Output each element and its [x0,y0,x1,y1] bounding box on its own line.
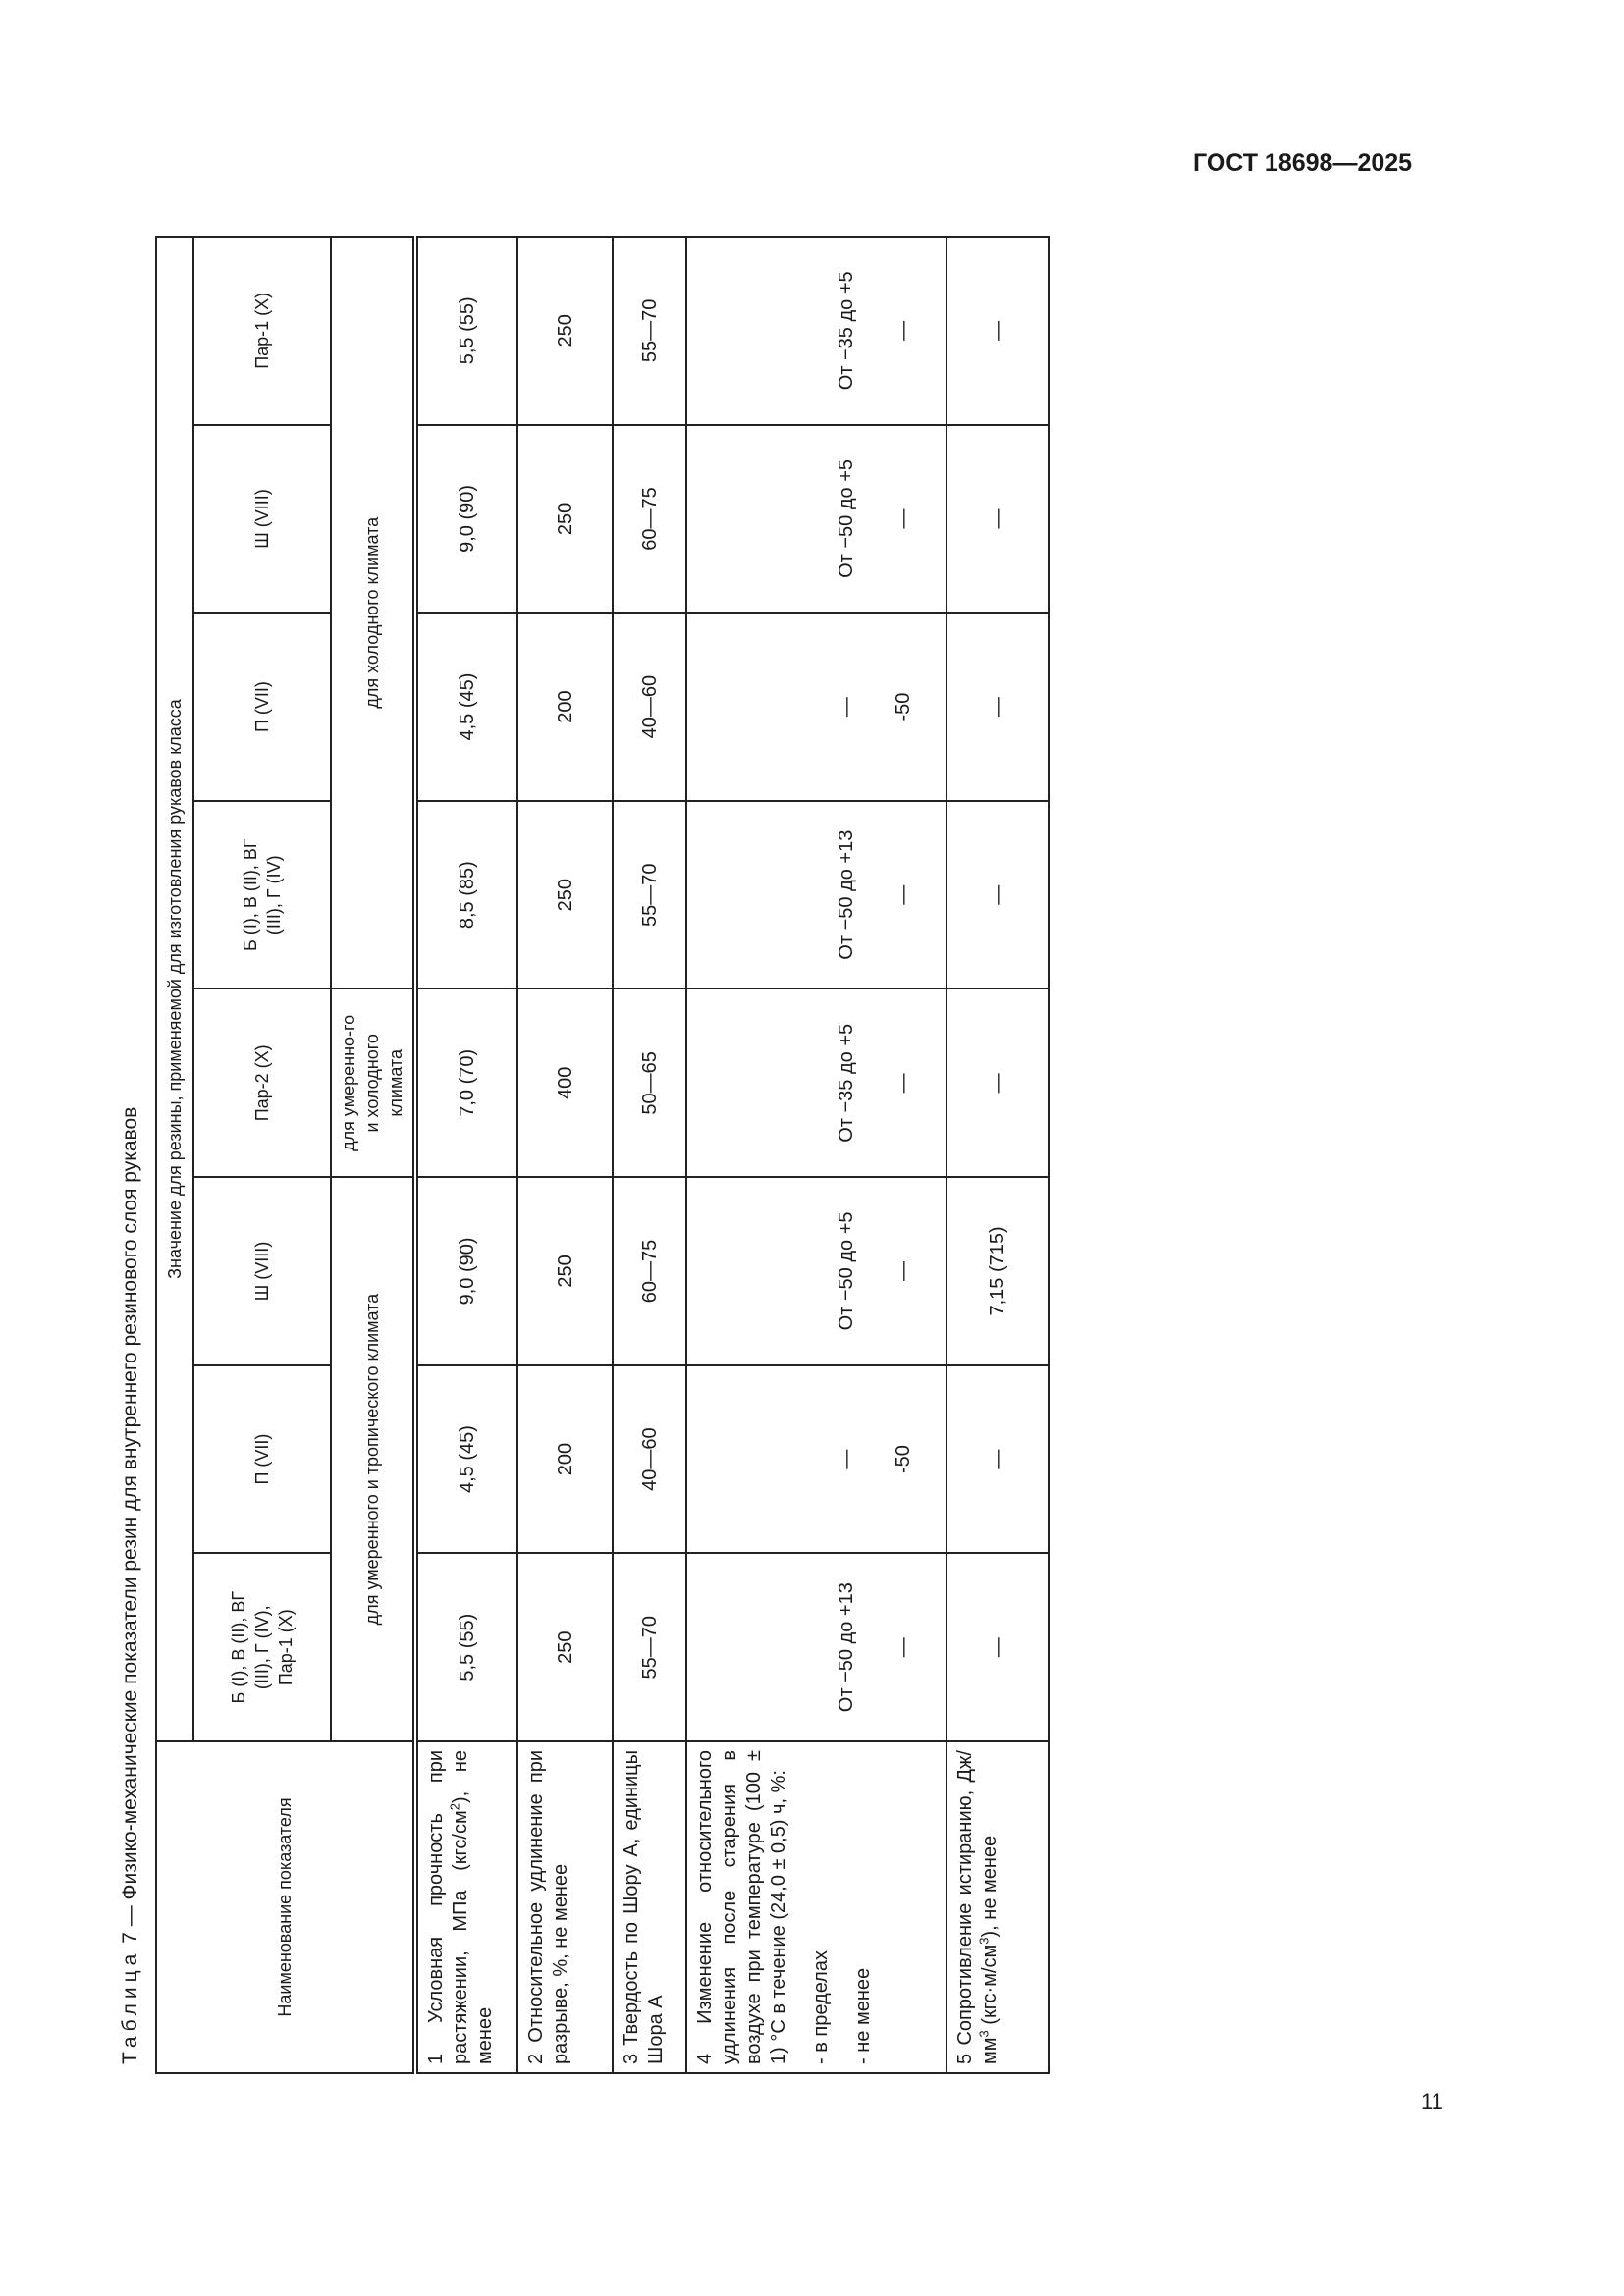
value-cell: 4,5 (45) [415,1364,517,1554]
class-header: Ш (VIII) [193,424,331,614]
value-cell: От −50 до +13 — [686,800,947,989]
value-range: От −35 до +5 [836,271,857,391]
class-header: Пар-2 (X) [193,988,331,1178]
properties-table: Наименование показателя Значение для рез… [155,236,1050,2074]
class-header: Б (I), В (II), ВГ (III), Г (IV) [193,800,331,989]
row-name: 3 Твердость по Шору А, единицы Шора А [613,1741,686,2073]
value-cell: 55—70 [613,237,686,425]
value-min: — [893,320,914,341]
class-header: П (VII) [193,613,331,801]
table-caption: Таблица 7 — Физико-механические показате… [106,236,155,2074]
climate-temperate-cold: для умеренно-го и холодного климата [331,988,415,1178]
value-cell: 9,0 (90) [415,424,517,614]
value-cell: 5,5 (55) [415,237,517,425]
value-cell: 7,0 (70) [415,988,517,1178]
value-min: — [893,1073,914,1094]
value-cell: От −35 до +5 — [686,988,947,1178]
value-cell: — -50 [686,1364,947,1554]
value-cell: 250 [517,1553,613,1741]
value-cell: — [947,988,1049,1178]
row-name: 5 Сопротивление истиранию, Дж/мм3 (кгс·м… [947,1741,1049,2073]
climate-cold: для холодного климата [331,237,415,989]
value-cell: 250 [517,800,613,989]
climate-temperate-tropical: для умеренного и тропического климата [331,1177,415,1741]
value-range: От −50 до +13 [836,829,857,960]
value-cell: 5,5 (55) [415,1553,517,1741]
value-min: -50 [893,1445,914,1474]
value-cell: 250 [517,1177,613,1365]
value-range: — [836,1449,857,1469]
value-min: -50 [893,692,914,721]
value-cell: 55—70 [613,1553,686,1741]
value-cell: 8,5 (85) [415,800,517,989]
value-cell: 50—65 [613,988,686,1178]
class-header: Пар-1 (X) [193,237,331,425]
value-range: От −50 до +5 [836,458,857,578]
row-name-main: 4 Изменение относительного удлинения пос… [694,1750,789,2064]
rotated-table-block: Таблица 7 — Физико-механические показате… [106,236,1050,2074]
value-min: — [893,1637,914,1658]
name-header: Наименование показателя [156,1741,415,2073]
value-cell: 400 [517,988,613,1178]
value-range: — [836,697,857,718]
value-cell: От −50 до +13 — [686,1553,947,1741]
row-name: 4 Изменение относительного удлинения пос… [686,1741,947,2073]
value-cell: 7,15 (715) [947,1177,1049,1365]
page-number: 11 [1421,2089,1443,2113]
value-range: От −50 до +5 [836,1211,857,1331]
value-min: — [893,884,914,905]
value-min: — [893,508,914,529]
value-cell: 250 [517,424,613,614]
value-cell: 4,5 (45) [415,613,517,801]
value-cell: 40—60 [613,1364,686,1554]
document-id: ГОСТ 18698—2025 [1193,149,1413,177]
value-cell: — [947,237,1049,425]
value-range: От −35 до +5 [836,1023,857,1143]
group-header: Значение для резины, применяемой для изг… [156,237,193,1741]
value-cell: 200 [517,1364,613,1554]
row-name: 1 Условная прочность при растяжении, МПа… [415,1741,517,2073]
class-header: Б (I), В (II), ВГ (III), Г (IV), Пар-1 (… [193,1553,331,1741]
caption-title: — Физико-механические показатели резин д… [119,1106,141,1927]
row-subitem-min: - не менее [852,1967,874,2064]
value-cell: — [947,800,1049,989]
row-name: 2 Относительное удлинение при разрыве, %… [517,1741,613,2073]
value-cell: — [947,613,1049,801]
row-subitem-range: - в пределах [810,1950,832,2064]
value-min: — [893,1260,914,1281]
value-cell: — -50 [686,613,947,801]
class-header: П (VII) [193,1364,331,1554]
class-header: Ш (VIII) [193,1177,331,1365]
value-cell: 200 [517,613,613,801]
caption-prefix: Таблица [119,1949,141,2064]
value-cell: От −35 до +5 — [686,237,947,425]
value-cell: От −50 до +5 — [686,424,947,614]
value-cell: 60—75 [613,424,686,614]
value-cell: 60—75 [613,1177,686,1365]
value-cell: 40—60 [613,613,686,801]
value-cell: 9,0 (90) [415,1177,517,1365]
value-cell: От −50 до +5 — [686,1177,947,1365]
value-cell: — [947,1553,1049,1741]
caption-number: 7 [119,1932,141,1944]
value-range: От −50 до +13 [836,1582,857,1713]
value-cell: 55—70 [613,800,686,989]
value-cell: — [947,1364,1049,1554]
value-cell: — [947,424,1049,614]
value-cell: 250 [517,237,613,425]
